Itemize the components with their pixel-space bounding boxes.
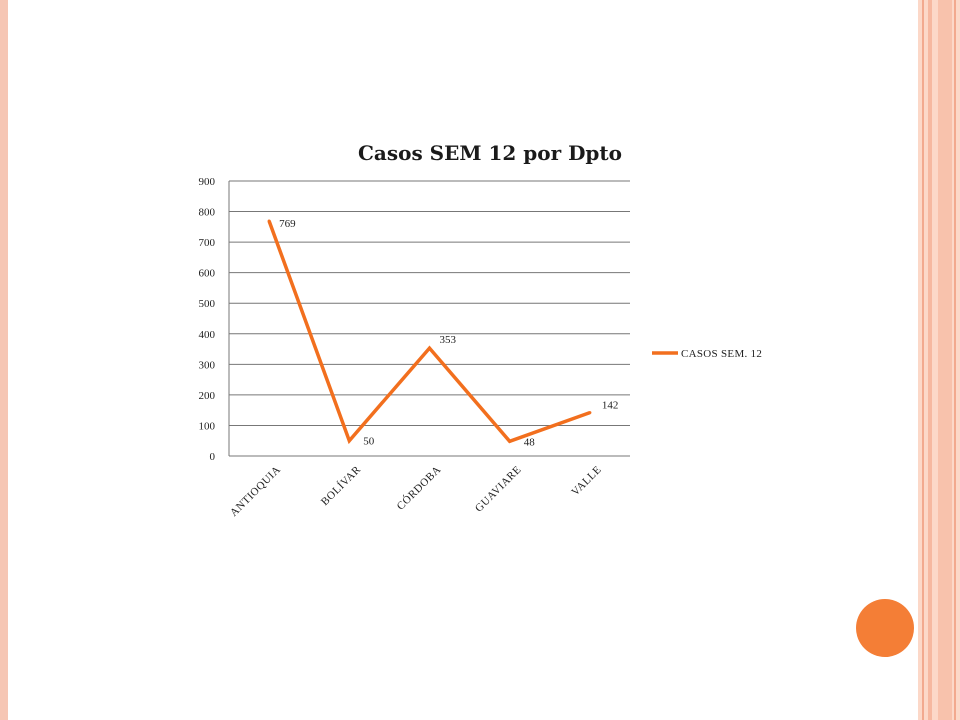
data-label: 769 bbox=[279, 218, 296, 230]
y-axis: 0 100 200 300 400 500 600 700 800 900 bbox=[199, 176, 216, 463]
frame-stripe bbox=[928, 0, 932, 720]
data-label: 48 bbox=[524, 436, 536, 448]
x-tick-label: BOLÍVAR bbox=[319, 464, 364, 509]
data-point bbox=[428, 346, 431, 350]
grid-lines bbox=[228, 180, 630, 457]
x-tick-label: ANTIOQUIA bbox=[228, 464, 283, 519]
frame-stripe bbox=[954, 0, 956, 720]
series-layer bbox=[267, 219, 592, 445]
y-tick-label: 300 bbox=[199, 359, 216, 371]
decorative-circle bbox=[856, 599, 914, 657]
y-tick-label: 700 bbox=[199, 237, 216, 249]
y-tick-label: 0 bbox=[210, 451, 216, 463]
y-tick-label: 200 bbox=[199, 390, 216, 402]
y-tick-label: 500 bbox=[199, 298, 216, 310]
data-labels: 769 50 353 48 142 bbox=[279, 218, 618, 448]
frame-stripe bbox=[922, 0, 924, 720]
legend-label: CASOS SEM. 12 bbox=[681, 348, 762, 360]
x-tick-label: GUAVIARE bbox=[473, 464, 524, 515]
data-point bbox=[267, 219, 271, 223]
series-line bbox=[267, 220, 591, 445]
chart-title: Casos SEM 12 por Dpto bbox=[358, 141, 622, 165]
frame-stripe bbox=[938, 0, 952, 720]
y-tick-label: 100 bbox=[199, 420, 216, 432]
x-tick-label: CÓRDOBA bbox=[395, 464, 444, 513]
y-tick-label: 800 bbox=[199, 207, 216, 219]
y-tick-label: 900 bbox=[199, 176, 216, 188]
y-tick-label: 600 bbox=[199, 268, 216, 280]
data-point bbox=[588, 411, 592, 415]
data-label: 353 bbox=[440, 334, 457, 346]
slide-frame-left bbox=[0, 0, 8, 720]
data-label: 50 bbox=[363, 436, 375, 448]
x-axis: ANTIOQUIA BOLÍVAR CÓRDOBA GUAVIARE VALLE bbox=[228, 464, 604, 519]
x-tick-label: VALLE bbox=[569, 464, 604, 499]
data-point bbox=[347, 439, 351, 443]
data-label: 142 bbox=[602, 400, 619, 412]
legend: CASOS SEM. 12 bbox=[652, 348, 762, 360]
y-tick-label: 400 bbox=[199, 329, 216, 341]
data-point bbox=[508, 439, 512, 443]
